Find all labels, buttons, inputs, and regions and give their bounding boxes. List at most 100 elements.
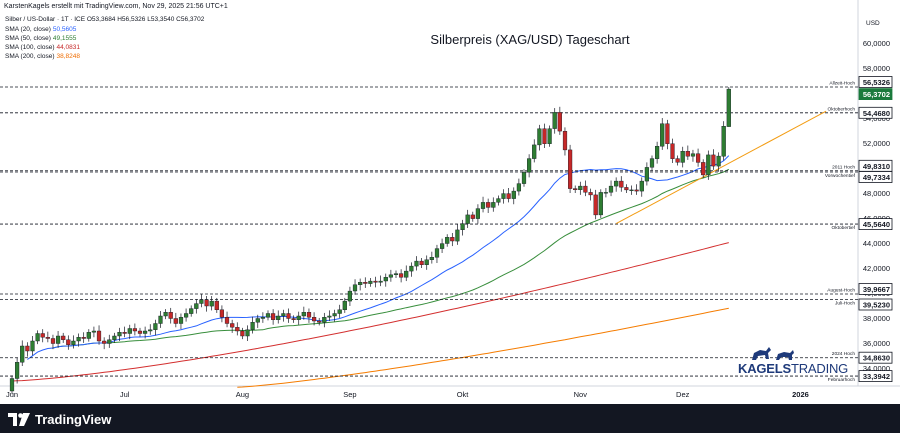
- candle-body: [532, 144, 537, 159]
- candle-body: [40, 333, 45, 338]
- candle-body: [690, 153, 696, 157]
- x-tick-label: Dez: [676, 390, 690, 399]
- price-box: [858, 106, 893, 119]
- candle-body: [363, 282, 368, 284]
- candle-body: [393, 273, 399, 276]
- level-label: Oktobertief: [832, 225, 856, 231]
- legend-sma50-label: SMA (50, close): [5, 35, 51, 42]
- candle-body: [45, 337, 50, 339]
- candle-body: [276, 315, 281, 320]
- candle-body: [112, 335, 117, 340]
- candle-body: [496, 198, 501, 203]
- tradingview-wordmark: TradingView: [35, 411, 112, 427]
- level-label: August-Hoch: [827, 287, 855, 293]
- price-box: [858, 283, 893, 295]
- candle-body: [516, 183, 521, 192]
- candle-body: [260, 317, 265, 319]
- trendline: [615, 110, 827, 225]
- x-tick-label: Jun: [6, 390, 18, 399]
- candle-body: [183, 313, 189, 318]
- level-label: Allzeit-Hoch: [829, 81, 855, 87]
- candle-body: [327, 315, 332, 318]
- candle-body: [573, 188, 578, 191]
- price-box-label: 45,5640: [863, 220, 890, 229]
- candle-body: [204, 299, 209, 307]
- price-box: [858, 218, 893, 231]
- candle-body: [639, 180, 644, 192]
- candle-body: [624, 187, 629, 191]
- candle-body: [706, 154, 711, 176]
- x-tick-label: Aug: [236, 390, 249, 399]
- sma50-line: [52, 168, 730, 349]
- candle-body: [312, 317, 317, 322]
- candle-body: [178, 317, 184, 324]
- candle-body: [322, 317, 327, 323]
- x-tick-label: Okt: [457, 390, 470, 399]
- y-tick-label: 34,0000: [863, 364, 890, 373]
- x-tick-label: Jul: [120, 390, 130, 399]
- price-box-label: 39,5230: [863, 301, 890, 310]
- candle-body: [163, 312, 168, 317]
- candle-body: [696, 153, 701, 163]
- candle-body: [301, 312, 306, 317]
- candle-body: [680, 150, 685, 163]
- legend-sma20-value: 50,5605: [52, 26, 77, 33]
- candle-body: [542, 128, 547, 144]
- candle-body: [388, 274, 393, 278]
- price-box-label: 39,9667: [863, 285, 890, 294]
- candle-body: [76, 337, 81, 342]
- candle-body: [583, 185, 588, 193]
- currency-label: USD: [866, 20, 880, 27]
- candle-body: [593, 194, 598, 216]
- candle-body: [373, 280, 378, 283]
- candle-body: [30, 340, 35, 352]
- candle-body: [675, 158, 680, 163]
- candle-body: [557, 112, 562, 132]
- candle-body: [286, 313, 291, 319]
- price-box: [858, 351, 893, 364]
- candle-body: [603, 192, 608, 194]
- candle-body: [332, 313, 337, 317]
- x-tick-label: Sep: [343, 390, 356, 399]
- legend-sma50-value: 49,1555: [52, 35, 77, 42]
- footer-bar: TradingView: [0, 404, 900, 433]
- level-lines: Allzeit-Hoch Oktoberhoch 2011 Hoch Vorwoche…: [0, 81, 858, 383]
- candle-body: [255, 318, 260, 323]
- candle-body: [562, 130, 568, 151]
- candle-body: [194, 303, 199, 309]
- candle-body: [352, 284, 358, 292]
- sma20-line: [27, 155, 730, 360]
- candle-body: [117, 332, 122, 337]
- price-box: [858, 370, 893, 383]
- brand-word-1: KAGELS: [738, 361, 791, 376]
- candle-body: [368, 280, 373, 284]
- legend-sma20-label: SMA (20, close): [5, 26, 51, 33]
- candle-body: [14, 362, 20, 379]
- candle-body: [445, 237, 450, 244]
- candle-body: [50, 338, 56, 344]
- y-tick-label: 60,0000: [863, 39, 890, 48]
- legend-sma20: SMA (20, close) 50,5605: [5, 26, 76, 33]
- candle-body: [537, 128, 542, 146]
- legend-sma200-label: SMA (200, close): [5, 53, 55, 60]
- candle-body: [511, 190, 516, 199]
- candle-body: [547, 128, 552, 144]
- candle-body: [96, 330, 102, 342]
- candle-body: [35, 333, 40, 342]
- candle-body: [271, 313, 276, 320]
- bull-bear-icon: [752, 347, 794, 360]
- price-box-label: 33,3942: [863, 372, 890, 381]
- chart-title: Silberpreis (XAG/USD) Tageschart: [430, 32, 630, 47]
- legend-sma200-value: 38,8248: [56, 53, 81, 60]
- price-chart[interactable]: Silberpreis (XAG/USD) Tageschart USD 34,00…: [0, 0, 900, 404]
- candle-body: [701, 162, 706, 176]
- candle-body: [137, 330, 143, 334]
- candle-body: [71, 340, 76, 345]
- candle-body: [347, 290, 352, 302]
- candle-body: [127, 328, 132, 334]
- candle-body: [665, 123, 670, 144]
- candle-body: [91, 330, 96, 333]
- tradingview-logo[interactable]: TradingView: [8, 411, 112, 427]
- candle-body: [450, 237, 455, 242]
- attribution-line: KarstenKagels erstellt mit TradingView.c…: [4, 3, 228, 10]
